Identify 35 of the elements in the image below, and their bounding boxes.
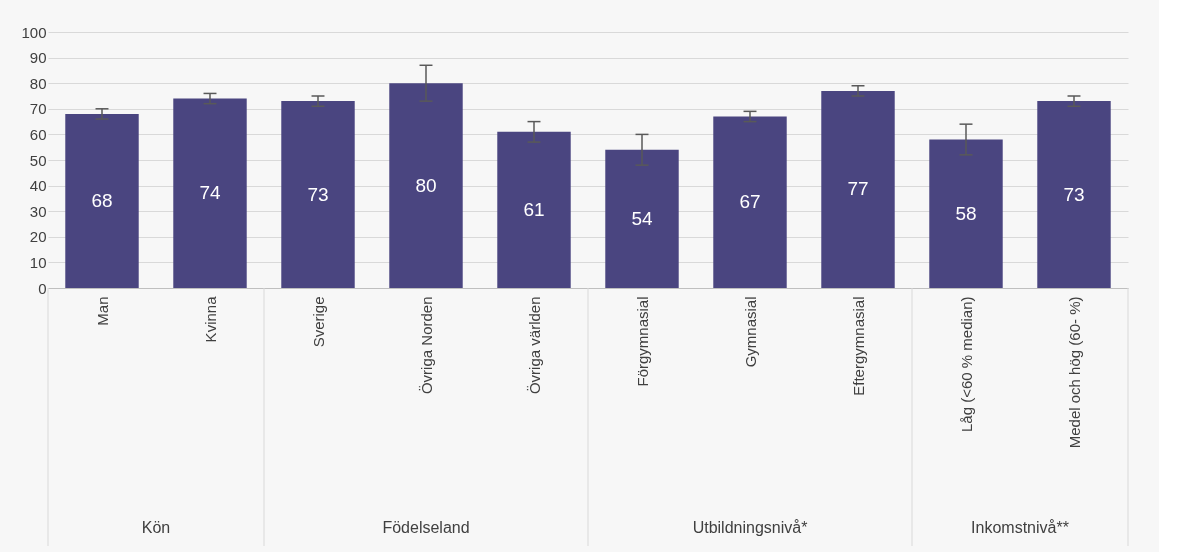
y-tick-label: 20	[29, 228, 47, 246]
x-tick-label: Eftergymnasial	[849, 296, 867, 396]
text: Inkomstnivå**	[971, 519, 1069, 536]
x-tick-label: Sverige	[309, 296, 327, 348]
y-tick-label: 10	[29, 253, 47, 271]
data-label: 80	[415, 174, 437, 196]
data-label: 77	[847, 178, 869, 200]
y-tick-label: 60	[29, 125, 47, 143]
data-label: 58	[955, 202, 977, 224]
y-tick-label: 70	[29, 100, 47, 118]
y-tick-label: 40	[29, 177, 47, 195]
x-tick-label: Förgymnasial	[633, 296, 651, 387]
data-label: 73	[307, 183, 329, 205]
x-tick-label: Kvinna	[201, 295, 219, 343]
data-label: 74	[199, 182, 221, 204]
data-label: 61	[523, 198, 545, 220]
y-tick-label: 90	[29, 49, 47, 67]
x-tick-label: Man	[93, 296, 111, 326]
text: Födelseland	[382, 519, 470, 536]
x-tick-label: Övriga Norden	[417, 296, 435, 395]
y-tick-label: 80	[29, 74, 47, 92]
x-tick-label: Övriga världen	[525, 296, 543, 395]
data-label: 67	[739, 191, 761, 213]
y-tick-label: 0	[38, 279, 47, 297]
x-tick-label: Gymnasial	[741, 296, 759, 368]
y-tick-label: 30	[29, 202, 47, 220]
data-label: 68	[91, 189, 113, 211]
y-tick-label: 50	[29, 151, 47, 169]
text: Kön	[141, 519, 171, 536]
y-tick-label: 100	[21, 23, 47, 41]
text: Utbildningsnivå*	[692, 519, 808, 536]
data-label: 54	[631, 207, 653, 229]
x-tick-label: Medel och hög (60- %)	[1065, 296, 1083, 449]
data-label: 73	[1063, 183, 1085, 205]
x-tick-label: Låg (<60 % median)	[957, 296, 975, 432]
